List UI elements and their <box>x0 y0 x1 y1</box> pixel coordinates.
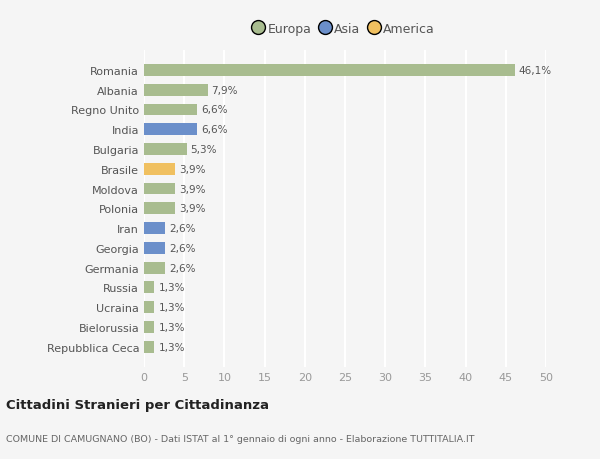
Bar <box>144 262 165 274</box>
Bar <box>144 203 175 215</box>
Text: 1,3%: 1,3% <box>158 322 185 332</box>
Text: 1,3%: 1,3% <box>158 342 185 352</box>
Text: 3,9%: 3,9% <box>179 164 206 174</box>
Text: 46,1%: 46,1% <box>518 66 552 76</box>
Bar <box>144 302 154 313</box>
Text: 2,6%: 2,6% <box>169 243 196 253</box>
Legend: Europa, Asia, America: Europa, Asia, America <box>251 19 439 39</box>
Text: Cittadini Stranieri per Cittadinanza: Cittadini Stranieri per Cittadinanza <box>6 398 269 412</box>
Bar <box>144 124 197 136</box>
Bar <box>144 65 515 77</box>
Bar <box>144 104 197 116</box>
Text: 7,9%: 7,9% <box>212 85 238 95</box>
Text: 1,3%: 1,3% <box>158 302 185 313</box>
Bar <box>144 163 175 175</box>
Text: 6,6%: 6,6% <box>201 105 227 115</box>
Text: 3,9%: 3,9% <box>179 204 206 214</box>
Bar <box>144 282 154 294</box>
Bar <box>144 242 165 254</box>
Bar <box>144 223 165 235</box>
Text: 1,3%: 1,3% <box>158 283 185 293</box>
Text: 2,6%: 2,6% <box>169 263 196 273</box>
Text: 2,6%: 2,6% <box>169 224 196 234</box>
Bar <box>144 341 154 353</box>
Bar <box>144 321 154 333</box>
Bar <box>144 84 208 96</box>
Text: 6,6%: 6,6% <box>201 125 227 135</box>
Bar <box>144 183 175 195</box>
Bar <box>144 144 187 156</box>
Text: COMUNE DI CAMUGNANO (BO) - Dati ISTAT al 1° gennaio di ogni anno - Elaborazione : COMUNE DI CAMUGNANO (BO) - Dati ISTAT al… <box>6 434 475 442</box>
Text: 3,9%: 3,9% <box>179 184 206 194</box>
Text: 5,3%: 5,3% <box>191 145 217 155</box>
